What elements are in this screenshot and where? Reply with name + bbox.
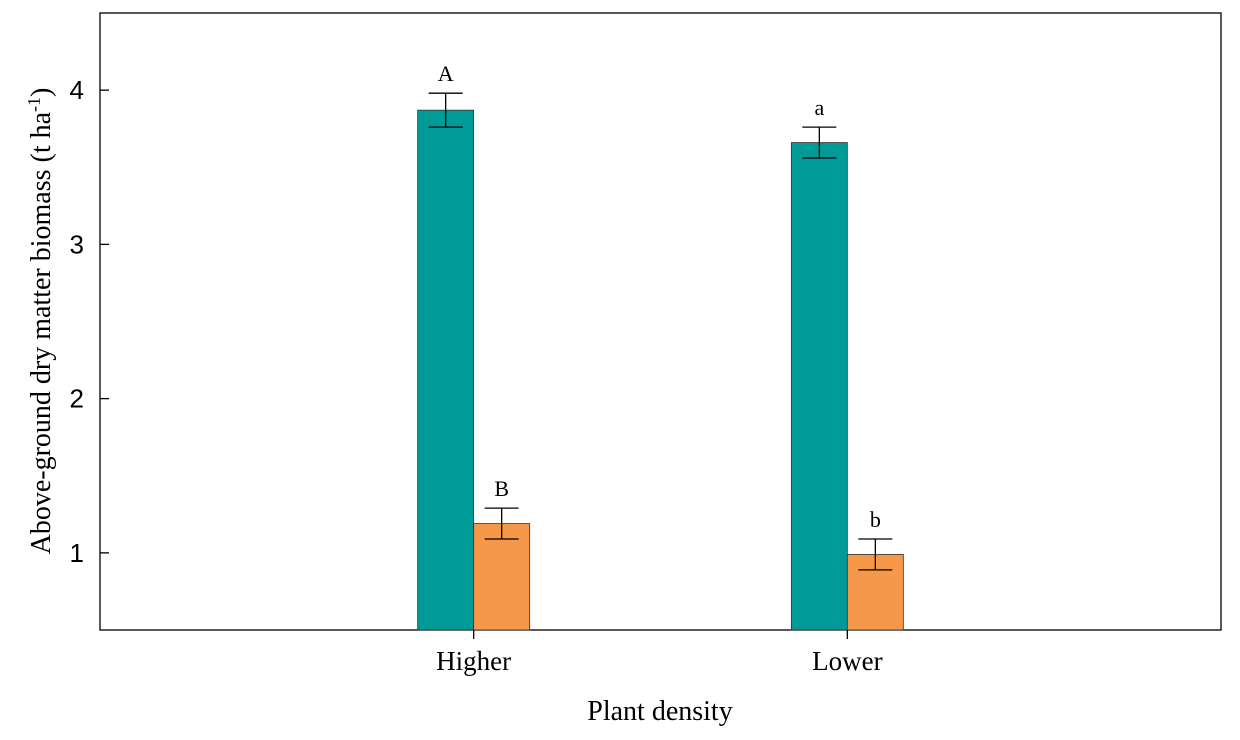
y-axis: 1 2 3 4 <box>70 75 109 568</box>
x-tick-label: Higher <box>436 646 511 676</box>
y-tick-label: 4 <box>70 75 84 105</box>
bar <box>473 523 531 631</box>
plot-area-frame <box>99 12 1222 631</box>
y-axis-title-main: Above-ground dry matter biomass (t ha <box>26 111 57 554</box>
significance-letter: B <box>494 476 509 501</box>
y-tick-label: 3 <box>70 229 84 259</box>
significance-letter: a <box>814 95 824 120</box>
y-axis-title: Above-ground dry matter biomass (t ha-1) <box>24 88 57 555</box>
x-axis-title: Plant density <box>587 696 732 727</box>
bar <box>790 142 848 631</box>
significance-letter: b <box>870 507 881 532</box>
x-tick-label: Lower <box>812 646 882 676</box>
significance-letter: A <box>438 61 454 86</box>
bars-group: A Ba b <box>417 61 904 631</box>
x-axis: Higher Lower <box>436 630 883 676</box>
y-tick-label: 1 <box>70 538 84 568</box>
bar <box>417 109 475 631</box>
y-tick-label: 2 <box>70 384 84 414</box>
y-axis-title-superscript: -1 <box>24 97 44 112</box>
y-axis-title-close: ) <box>26 88 57 97</box>
